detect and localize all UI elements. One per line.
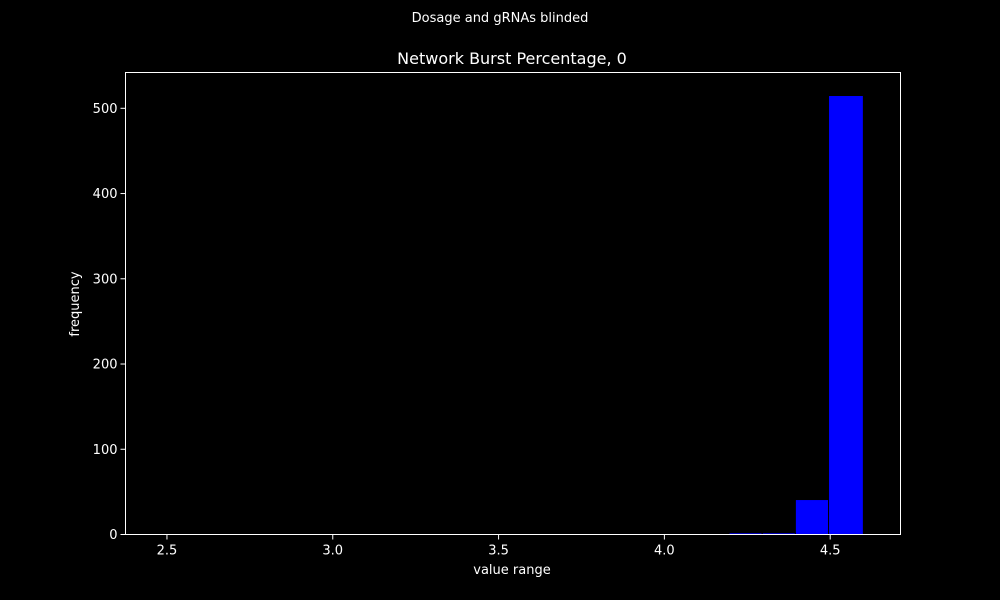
y-axis-label: frequency: [68, 271, 83, 337]
plot-frame: [125, 72, 901, 535]
chart-title: Network Burst Percentage, 0: [397, 49, 627, 68]
histogram-bar: [828, 95, 864, 535]
x-axis-label: value range: [473, 563, 550, 578]
y-axis: 0 100 200 300 400 500: [93, 102, 126, 543]
y-tick-label: 400: [93, 187, 118, 202]
y-tick-label: 0: [109, 528, 117, 543]
x-tick-label: 4.0: [654, 544, 675, 559]
figure-suptitle: Dosage and gRNAs blinded: [412, 11, 589, 26]
y-tick-label: 300: [93, 272, 118, 287]
x-tick-label: 3.0: [322, 544, 343, 559]
x-tick-label: 2.5: [157, 544, 178, 559]
bars-group: [695, 95, 864, 536]
y-tick-label: 500: [93, 102, 118, 117]
y-tick-label: 100: [93, 443, 118, 458]
x-tick-label: 3.5: [488, 544, 509, 559]
y-tick-label: 200: [93, 358, 118, 373]
x-axis: 2.5 3.0 3.5 4.0 4.5: [157, 534, 841, 559]
x-tick-label: 4.5: [820, 544, 841, 559]
histogram-bar: [794, 499, 830, 536]
